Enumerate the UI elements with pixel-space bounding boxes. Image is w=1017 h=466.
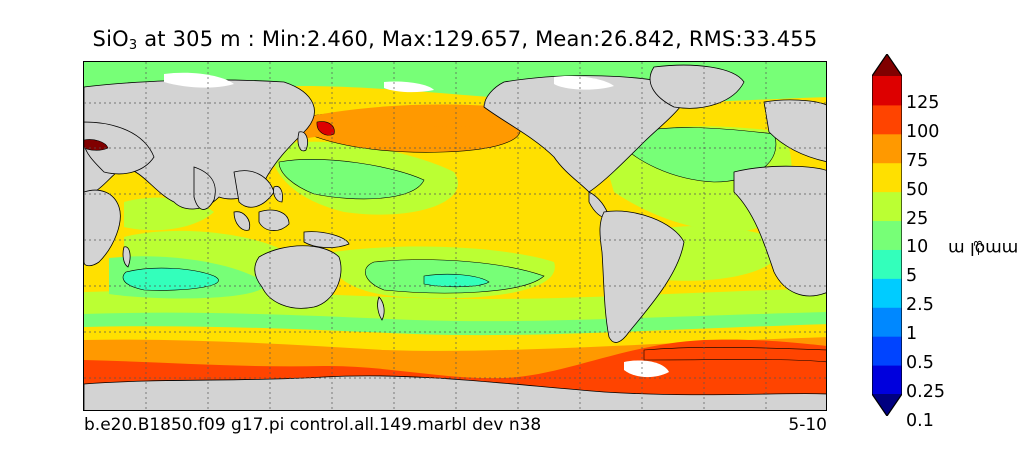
colorbar-segment [872, 162, 902, 193]
colorbar-tick-label: 5 [906, 266, 918, 287]
colorbar-tick-label: 0.1 [906, 410, 934, 431]
pacific-cyan-patch [423, 273, 490, 288]
colorbar-tick-label: 1 [906, 324, 918, 345]
colorbar-tick-label: 0.25 [906, 382, 945, 402]
land-australia [254, 245, 342, 309]
missing-data [164, 72, 669, 378]
land-masses [84, 64, 826, 410]
land-new-guinea [303, 231, 350, 248]
land-south-america [599, 210, 685, 343]
colorbar-tick-label: 100 [906, 121, 940, 142]
colorbar-segment [872, 278, 902, 308]
land-japan [297, 131, 308, 152]
land-africa [84, 189, 121, 267]
years-label: 5-10 [788, 415, 827, 435]
colorbar-tick-label: 50 [906, 179, 929, 200]
land-sumatra [233, 211, 251, 231]
colorbar-segment [872, 336, 902, 366]
colorbar-segment [872, 365, 902, 395]
colorbar-tick-label: 10 [906, 237, 929, 258]
hot-spot-caspian [84, 139, 109, 151]
colorbar-tick-label: 0.5 [906, 353, 934, 374]
indian-cyan-patch [122, 267, 219, 291]
colorbar-tick-label: 25 [906, 208, 929, 229]
land-new-zealand [377, 296, 385, 321]
ocean-map [83, 61, 827, 411]
atlantic-green [613, 127, 777, 183]
colorbar-segment [872, 104, 902, 135]
colorbar-min-triangle [872, 394, 902, 416]
colorbar-segment [872, 249, 902, 279]
land-philippines [273, 185, 283, 203]
missing-arctic-3 [384, 81, 434, 93]
map-title: SiO3 at 305 m : Min:2.460, Max:129.657, … [92, 27, 818, 53]
colorbar-segment [872, 76, 902, 106]
colorbar-segment [872, 307, 902, 337]
land-madagascar [122, 246, 131, 268]
hot-spot-japan [316, 121, 335, 136]
colorbar-tick-label: 75 [906, 150, 929, 171]
colorbar-tick-label: 2.5 [906, 295, 934, 316]
colorbar-segment [872, 133, 902, 164]
missing-arctic-2 [554, 76, 614, 90]
land-europe-east [763, 99, 826, 162]
graticule [84, 62, 826, 410]
southern-red-inner [643, 346, 826, 363]
colorbar-max-triangle [872, 54, 902, 76]
missing-antarctic [624, 360, 669, 378]
land-india [193, 166, 216, 210]
colorbar-segment [872, 191, 902, 222]
colorbar [872, 54, 902, 416]
land-greenland [649, 64, 745, 109]
missing-arctic-1 [164, 72, 234, 88]
colorbar-segment [872, 220, 902, 250]
colorbar-tick-label: 125 [906, 92, 940, 113]
case-name-label: b.e20.B1850.f09 g17.pi control.all.149.m… [84, 415, 542, 435]
land-antarctica [84, 375, 826, 410]
map-canvas [84, 62, 826, 410]
colorbar-unit: mmol m −3 [947, 238, 1017, 258]
land-borneo [258, 209, 290, 231]
land-africa-east [733, 165, 826, 297]
